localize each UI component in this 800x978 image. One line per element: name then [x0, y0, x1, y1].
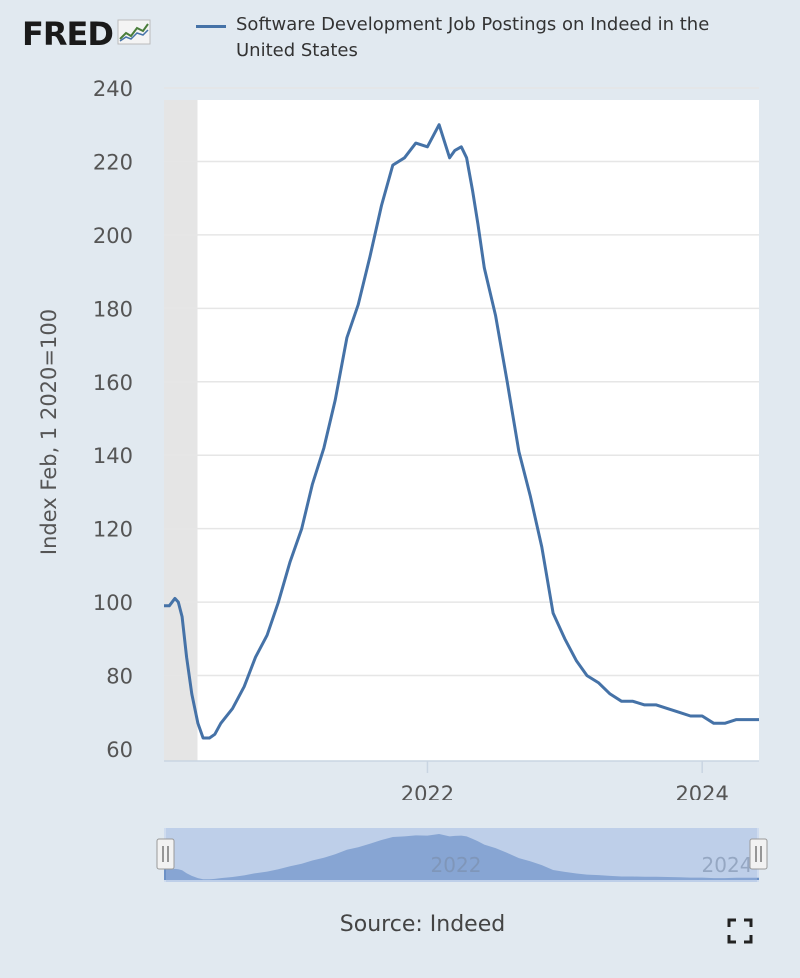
navigator[interactable]: 2022 2024: [0, 826, 800, 886]
y-tick-label: 120: [93, 518, 133, 542]
y-tick-label: 100: [93, 591, 133, 615]
y-tick-label: 60: [106, 738, 133, 762]
fullscreen-expand-icon[interactable]: [727, 918, 753, 944]
chart-legend[interactable]: Software Development Job Postings on Ind…: [196, 12, 736, 64]
plot-area-background: [164, 100, 759, 761]
trend-chart-icon: [117, 19, 151, 50]
fred-logo-text: FRED: [22, 15, 114, 53]
navigator-selection: [166, 828, 757, 882]
navigator-label-2024: 2024: [702, 853, 753, 877]
navigator-handle-right[interactable]: [749, 838, 768, 870]
x-axis: 2022 2024: [164, 760, 759, 800]
navigator-label-2022: 2022: [431, 853, 482, 877]
x-tick-label: 2022: [401, 782, 454, 800]
navigator-area: [164, 834, 759, 880]
fred-logo[interactable]: FRED: [22, 14, 151, 54]
series-line[interactable]: [164, 123, 759, 740]
y-tick-label: 140: [93, 444, 133, 468]
recession-shading: [164, 100, 198, 761]
y-axis-label: Index Feb, 1 2020=100: [37, 309, 61, 555]
y-tick-label: 160: [93, 371, 133, 395]
y-tick-labels: 60 80 100 120 140 160 180 200 220 240: [93, 77, 133, 762]
y-gridlines: [164, 87, 759, 677]
y-tick-label: 220: [93, 150, 133, 174]
main-chart[interactable]: 60 80 100 120 140 160 180 200 220 240 2022 2024 In…: [0, 0, 800, 800]
y-tick-label: 200: [93, 224, 133, 248]
y-tick-label: 180: [93, 297, 133, 321]
x-tick-label: 2024: [675, 782, 728, 800]
source-note: Source: Indeed: [339, 912, 506, 937]
y-tick-label: 240: [93, 77, 133, 101]
navigator-handle-left[interactable]: [156, 838, 175, 870]
legend-line-swatch: [196, 25, 226, 28]
legend-label: Software Development Job Postings on Ind…: [236, 14, 710, 61]
y-tick-label: 80: [106, 665, 133, 689]
